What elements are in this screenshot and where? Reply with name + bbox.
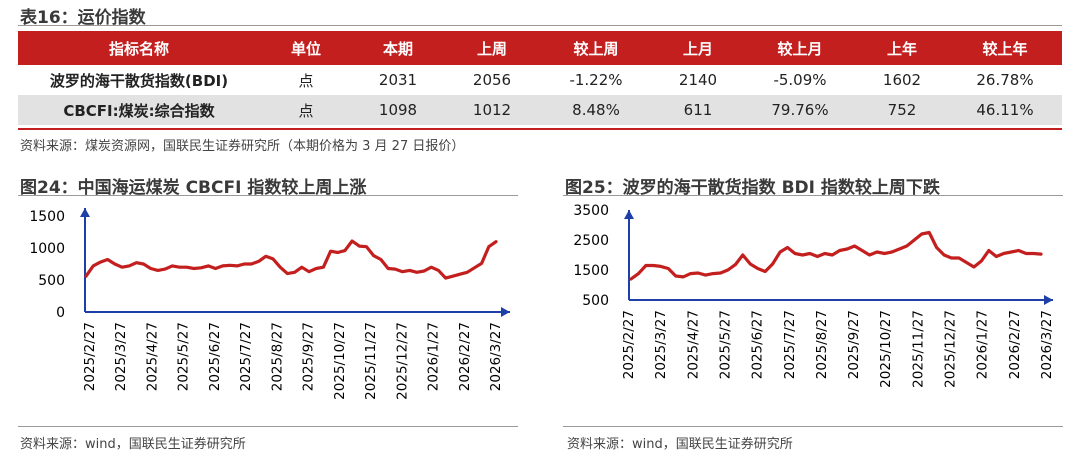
- x-tick-label: 2025/3/27: [113, 322, 129, 391]
- x-tick-label: 2025/7/27: [238, 322, 254, 391]
- x-tick-label: 2025/10/27: [332, 322, 348, 400]
- cell-current: 2031: [352, 65, 444, 95]
- figure-25-title: 图25：波罗的海干散货指数 BDI 指数较上周下跌: [565, 178, 940, 198]
- x-tick-label: 2025/12/27: [943, 310, 959, 388]
- x-tick-label: 2025/2/27: [621, 310, 637, 379]
- cell-last-year: 1602: [856, 65, 948, 95]
- y-tick-label: 2500: [573, 233, 609, 249]
- x-tick-label: 2025/4/27: [685, 310, 701, 379]
- x-tick-label: 2025/8/27: [814, 310, 830, 379]
- cell-last-month: 2140: [652, 65, 744, 95]
- x-tick-label: 2025/12/27: [394, 322, 410, 400]
- figure-24-title: 图24：中国海运煤炭 CBCFI 指数较上周上涨: [20, 178, 367, 198]
- table-source: 资料来源：煤炭资源网，国联民生证券研究所（本期价格为 3 月 27 日报价）: [20, 139, 465, 154]
- header-last-month: 上月: [652, 31, 744, 65]
- y-tick-label: 500: [582, 293, 609, 309]
- header-indicator-name: 指标名称: [18, 31, 260, 65]
- x-tick-label: 2025/9/27: [301, 322, 317, 391]
- figure-24-source: 资料来源：wind，国联民生证券研究所: [20, 437, 246, 452]
- table-bottom-rule: [18, 128, 1062, 130]
- cell-last-month: 611: [652, 95, 744, 125]
- cell-wow: -1.22%: [540, 65, 652, 95]
- y-tick-label: 1000: [29, 241, 65, 257]
- figure-24-divider: [18, 195, 518, 196]
- x-tick-label: 2025/9/27: [846, 310, 862, 379]
- cell-unit: 点: [260, 65, 352, 95]
- figure-24-bottom-rule: [18, 426, 518, 427]
- cell-last-week: 2056: [444, 65, 540, 95]
- x-tick-label: 2025/2/27: [82, 322, 98, 391]
- x-tick-label: 2025/11/27: [363, 322, 379, 400]
- x-tick-label: 2026/2/27: [457, 322, 473, 391]
- freight-index-table: 指标名称 单位 本期 上周 较上周 上月 较上月 上年 较上年 波罗的海干散货指…: [18, 31, 1062, 125]
- figure-25-chart: 500 1500 2500 3500 2025/2/27 2025/3/27 2025/4/…: [573, 203, 1055, 388]
- cell-wow: 8.48%: [540, 95, 652, 125]
- cell-name: 波罗的海干散货指数(BDI): [18, 65, 260, 95]
- x-tick-label: 2025/4/27: [144, 322, 160, 391]
- figure-25-bottom-rule: [563, 426, 1063, 427]
- y-tick-label: 3500: [573, 203, 609, 219]
- table-header-row: 指标名称 单位 本期 上周 较上周 上月 较上月 上年 较上年: [18, 31, 1062, 65]
- y-tick-label: 1500: [573, 263, 609, 279]
- header-mom: 较上月: [744, 31, 856, 65]
- cell-last-year: 752: [856, 95, 948, 125]
- x-tick-label: 2025/6/27: [750, 310, 766, 379]
- x-tick-label: 2025/3/27: [653, 310, 669, 379]
- x-tick-label: 2025/11/27: [910, 310, 926, 388]
- x-tick-label: 2026/3/27: [1039, 310, 1055, 379]
- y-axis-arrow: [624, 210, 634, 219]
- header-wow: 较上周: [540, 31, 652, 65]
- x-tick-label: 2026/1/27: [975, 310, 991, 379]
- y-tick-label: 0: [56, 305, 65, 321]
- x-axis-arrow: [1044, 295, 1053, 305]
- cell-name: CBCFI:煤炭:综合指数: [18, 95, 260, 125]
- x-tick-label: 2026/1/27: [426, 322, 442, 391]
- x-tick-label: 2025/8/27: [269, 322, 285, 391]
- figure-24-chart: 0 500 1000 1500 2025/2/27 2025/3/27 2025/4/27 2…: [29, 208, 510, 400]
- table-row: CBCFI:煤炭:综合指数 点 1098 1012 8.48% 611 79.7…: [18, 95, 1062, 125]
- cell-unit: 点: [260, 95, 352, 125]
- header-last-year: 上年: [856, 31, 948, 65]
- table-row: 波罗的海干散货指数(BDI) 点 2031 2056 -1.22% 2140 -…: [18, 65, 1062, 95]
- x-tick-label: 2026/2/27: [1007, 310, 1023, 379]
- header-unit: 单位: [260, 31, 352, 65]
- series-line: [84, 239, 498, 280]
- header-last-week: 上周: [444, 31, 540, 65]
- title-divider: [18, 25, 1062, 26]
- cell-mom: -5.09%: [744, 65, 856, 95]
- cell-last-week: 1012: [444, 95, 540, 125]
- figure-25-source: 资料来源：wind，国联民生证券研究所: [567, 437, 793, 452]
- y-tick-label: 500: [38, 273, 65, 289]
- table-title: 表16：运价指数: [20, 8, 146, 28]
- x-tick-label: 2025/10/27: [878, 310, 894, 388]
- figure-25-divider: [563, 195, 1063, 196]
- x-tick-label: 2025/6/27: [207, 322, 223, 391]
- header-yoy: 较上年: [948, 31, 1062, 65]
- cell-mom: 79.76%: [744, 95, 856, 125]
- header-current: 本期: [352, 31, 444, 65]
- x-tick-label: 2026/3/27: [488, 322, 504, 391]
- y-tick-label: 1500: [29, 209, 65, 225]
- series-line: [629, 230, 1043, 281]
- x-tick-label: 2025/5/27: [717, 310, 733, 379]
- x-tick-label: 2025/7/27: [782, 310, 798, 379]
- cell-yoy: 46.11%: [948, 95, 1062, 125]
- y-axis-arrow: [80, 208, 90, 217]
- x-tick-label: 2025/5/27: [176, 322, 192, 391]
- cell-current: 1098: [352, 95, 444, 125]
- x-axis-arrow: [501, 307, 510, 317]
- cell-yoy: 26.78%: [948, 65, 1062, 95]
